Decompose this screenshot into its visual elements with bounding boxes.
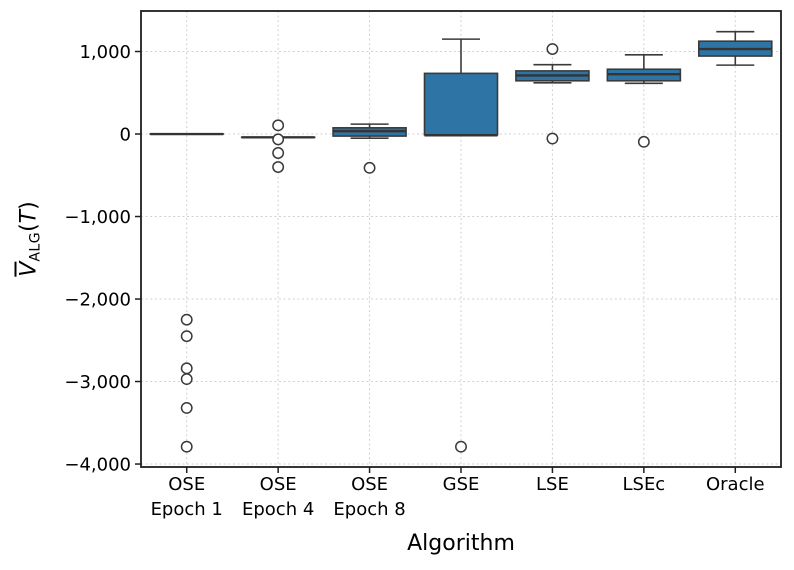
y-tick-label--2000: −2,000 <box>64 290 131 311</box>
ylabel-paren-close: ) <box>16 201 42 210</box>
outlier-point <box>546 43 559 55</box>
box-oracle <box>697 30 773 66</box>
outlier-point <box>272 119 285 132</box>
y-tick-label-1000: 1,000 <box>79 42 131 63</box>
box-lse <box>515 43 590 145</box>
y-axis-label-text: VALG(T) <box>17 201 44 276</box>
x-tick-label-lse: LSE <box>536 474 569 495</box>
x-axis: OSE Epoch 1 OSE Epoch 4 OSE Epoch 8 GSE LSE LSEc… <box>151 467 765 520</box>
y-tick-label--3000: −3,000 <box>64 372 131 393</box>
outlier-point <box>363 161 376 174</box>
x-tick-label-oracle: Oracle <box>706 474 765 495</box>
outlier-point <box>272 133 285 146</box>
ylabel-variable: V <box>16 261 42 277</box>
box-rect <box>423 72 499 136</box>
ylabel-subscript: ALG <box>27 231 44 262</box>
outlier-point <box>180 330 193 343</box>
outlier-point <box>180 362 193 375</box>
outlier-point <box>546 132 559 145</box>
box-ose-epoch-8 <box>332 123 407 174</box>
outlier-point <box>180 440 193 453</box>
ylabel-paren-open: ( <box>16 223 42 232</box>
outlier-point <box>272 147 285 159</box>
ylabel-argument: T <box>16 209 42 224</box>
x-tick-label-ose-epoch-8: OSE Epoch 8 <box>333 474 405 520</box>
gridlines <box>141 11 781 467</box>
box-ose-epoch-4 <box>240 119 316 173</box>
outlier-point <box>180 401 193 414</box>
outlier-point <box>180 313 193 326</box>
y-axis: 1,000 0 −1,000 −2,000 −3,000 −4,000 <box>64 42 141 476</box>
x-axis-label: Algorithm <box>407 531 515 556</box>
y-tick-label-0: 0 <box>120 125 131 146</box>
box-lsec <box>606 54 682 148</box>
x-tick-label-lsec: LSEc <box>622 474 665 495</box>
outlier-point <box>455 440 467 453</box>
x-tick-label-ose-epoch-1: OSE Epoch 1 <box>151 474 223 520</box>
box-gse <box>423 38 499 453</box>
outlier-point <box>180 373 193 386</box>
box-ose-epoch-1 <box>149 132 225 453</box>
x-tick-label-gse: GSE <box>443 474 480 495</box>
x-tick-label-ose-epoch-4: OSE Epoch 4 <box>242 474 314 520</box>
y-tick-label--1000: −1,000 <box>64 207 131 228</box>
outlier-point <box>272 161 285 173</box>
outlier-point <box>637 135 650 148</box>
y-tick-label--4000: −4,000 <box>64 455 131 476</box>
